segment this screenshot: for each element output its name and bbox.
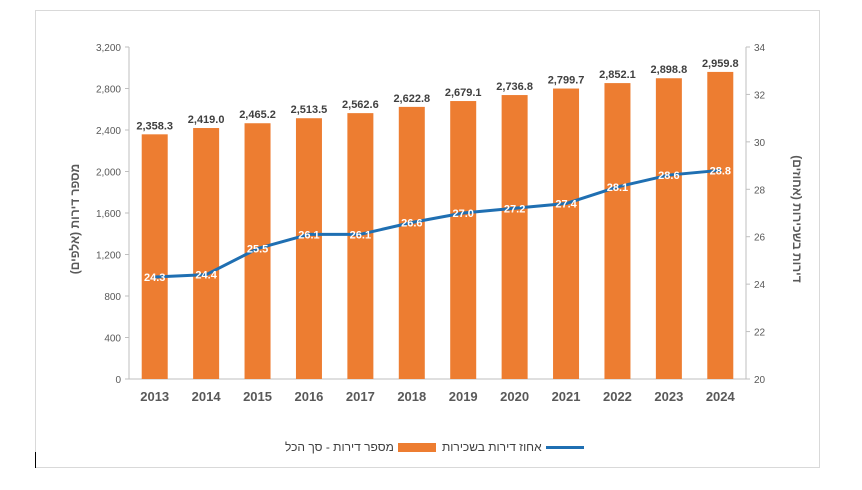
y-tick-label: 3,200 (96, 43, 121, 54)
line-value-label: 24.3 (144, 272, 165, 284)
line-value-label: 27.4 (555, 199, 577, 211)
line-value-label: 25.5 (247, 244, 268, 256)
line-point (256, 247, 260, 251)
y2-axis-title: דירות בשכירות (אחוזים) (790, 155, 804, 283)
bar (707, 71, 734, 379)
bar-value-label: 2,852.1 (599, 69, 636, 81)
bar (141, 134, 168, 379)
y-axis-title: מספר דירות (אלפים) (68, 164, 82, 275)
y2-tick-label: 22 (754, 328, 766, 339)
bar-value-label: 2,679.1 (445, 87, 482, 99)
line-point (204, 273, 208, 277)
line-value-label: 26.6 (401, 217, 422, 229)
legend-bar-label: מספר דירות - סך הכל (285, 440, 394, 454)
line-value-label: 28.6 (658, 170, 679, 182)
bar (553, 88, 580, 379)
line-point (153, 275, 157, 279)
bar-value-label: 2,419.0 (188, 114, 225, 126)
y2-tick-label: 26 (754, 233, 766, 244)
bar (193, 128, 220, 379)
bar-value-label: 2,622.8 (393, 93, 430, 105)
legend: מספר דירות - סך הכל אחוז דירות בשכירות (0, 440, 862, 460)
x-tick-label: 2021 (552, 389, 581, 404)
bar (501, 95, 528, 379)
plot-area: 04008001,2001,6002,0002,4002,8003,200202… (96, 43, 766, 404)
legend-line-label: אחוז דירות בשכירות (442, 440, 542, 454)
x-tick-label: 2015 (243, 389, 272, 404)
bar (450, 101, 477, 380)
line-point (307, 232, 311, 236)
line-point (410, 220, 414, 224)
line-point (461, 211, 465, 215)
x-tick-label: 2024 (706, 389, 736, 404)
line-point (564, 202, 568, 206)
legend-bar-swatch (397, 442, 436, 452)
line-point (358, 232, 362, 236)
y-tick-label: 0 (115, 375, 121, 386)
x-tick-label: 2020 (500, 389, 529, 404)
bar-value-label: 2,959.8 (702, 58, 739, 70)
line-value-label: 26.1 (350, 229, 371, 241)
bar-value-label: 2,898.8 (651, 64, 688, 76)
x-tick-label: 2019 (449, 389, 478, 404)
bar-value-label: 2,736.8 (496, 81, 533, 93)
y2-tick-label: 28 (754, 185, 766, 196)
bar-value-label: 2,562.6 (342, 99, 379, 111)
legend-item-bars: מספר דירות - סך הכל (285, 440, 436, 454)
bar (347, 113, 374, 379)
y2-tick-label: 34 (754, 43, 766, 54)
line-point (718, 168, 722, 172)
x-tick-label: 2017 (346, 389, 375, 404)
line-value-label: 27.0 (452, 208, 473, 220)
line-value-label: 26.1 (298, 229, 319, 241)
y-tick-label: 2,800 (96, 85, 121, 96)
x-tick-label: 2018 (397, 389, 426, 404)
line-point (667, 173, 671, 177)
y-tick-label: 2,400 (96, 126, 121, 137)
x-tick-label: 2014 (192, 389, 222, 404)
y2-tick-label: 32 (754, 90, 766, 101)
x-tick-label: 2023 (654, 389, 683, 404)
line-point (615, 185, 619, 189)
bar-value-label: 2,799.7 (548, 75, 585, 87)
line-value-label: 28.1 (607, 182, 628, 194)
x-tick-label: 2022 (603, 389, 632, 404)
line-value-label: 28.8 (710, 165, 731, 177)
x-tick-label: 2013 (140, 389, 169, 404)
y-tick-label: 800 (104, 292, 121, 303)
bar-value-label: 2,358.3 (136, 120, 173, 132)
y-tick-label: 1,600 (96, 209, 121, 220)
line-value-label: 27.2 (504, 203, 525, 215)
rental-share-line (154, 168, 721, 279)
y-tick-label: 2,000 (96, 168, 121, 179)
line-value-label: 24.4 (195, 270, 217, 282)
y2-tick-label: 24 (754, 280, 766, 291)
bar (604, 83, 631, 379)
y2-tick-label: 20 (754, 375, 766, 386)
legend-line-swatch (545, 445, 584, 449)
chart-frame: 0 400 800 1,200 1,600 2,000 2,400 2,800 3,200 20 2… (35, 10, 820, 468)
y-tick-label: 1,200 (96, 251, 121, 262)
bar (295, 118, 322, 380)
bar (655, 78, 682, 379)
chart-svg: 04008001,2001,6002,0002,4002,8003,200202… (68, 43, 804, 404)
bar (244, 123, 271, 379)
bar-value-label: 2,465.2 (239, 109, 276, 121)
line-point (513, 206, 517, 210)
x-tick-label: 2016 (294, 389, 323, 404)
y-tick-label: 400 (104, 334, 121, 345)
legend-item-line: אחוז דירות בשכירות (442, 440, 584, 454)
bar-value-label: 2,513.5 (291, 104, 328, 116)
bar (398, 106, 425, 380)
y2-tick-label: 30 (754, 138, 766, 149)
frame-edge-marker (35, 452, 36, 468)
